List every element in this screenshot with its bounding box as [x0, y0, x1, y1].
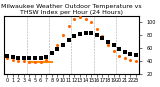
Point — [118, 56, 120, 57]
Point — [118, 49, 120, 50]
Point — [11, 56, 14, 58]
Point — [84, 32, 87, 33]
Point — [73, 36, 76, 37]
Point — [34, 58, 36, 59]
Point — [28, 58, 31, 59]
Point — [96, 28, 98, 29]
Point — [23, 58, 25, 59]
Point — [51, 52, 53, 54]
Title: Milwaukee Weather Outdoor Temperature vs THSW Index per Hour (24 Hours): Milwaukee Weather Outdoor Temperature vs… — [1, 4, 142, 15]
Point — [124, 51, 126, 53]
Point — [90, 22, 92, 23]
Point — [129, 59, 132, 60]
Point — [79, 17, 81, 18]
Point — [6, 55, 8, 56]
Point — [23, 61, 25, 62]
Point — [6, 58, 8, 59]
Point — [34, 61, 36, 63]
Point — [45, 59, 48, 60]
Point — [56, 49, 59, 50]
Point — [101, 37, 104, 38]
Point — [56, 44, 59, 46]
Point — [39, 58, 42, 59]
Point — [28, 61, 31, 63]
Point — [135, 60, 137, 62]
Point — [67, 25, 70, 26]
Point — [90, 33, 92, 34]
Point — [135, 54, 137, 56]
Point — [107, 41, 109, 42]
Point — [129, 53, 132, 54]
Point — [39, 61, 42, 63]
Point — [96, 34, 98, 36]
Point — [112, 45, 115, 46]
Point — [101, 36, 104, 37]
Point — [17, 60, 20, 62]
Point — [84, 18, 87, 19]
Point — [73, 18, 76, 20]
Point — [112, 51, 115, 52]
Point — [107, 44, 109, 46]
Point — [124, 58, 126, 59]
Point — [45, 56, 48, 58]
Point — [79, 33, 81, 35]
Point — [67, 40, 70, 41]
Point — [62, 34, 64, 36]
Point — [51, 52, 53, 54]
Point — [11, 59, 14, 60]
Point — [62, 44, 64, 46]
Point — [17, 57, 20, 58]
